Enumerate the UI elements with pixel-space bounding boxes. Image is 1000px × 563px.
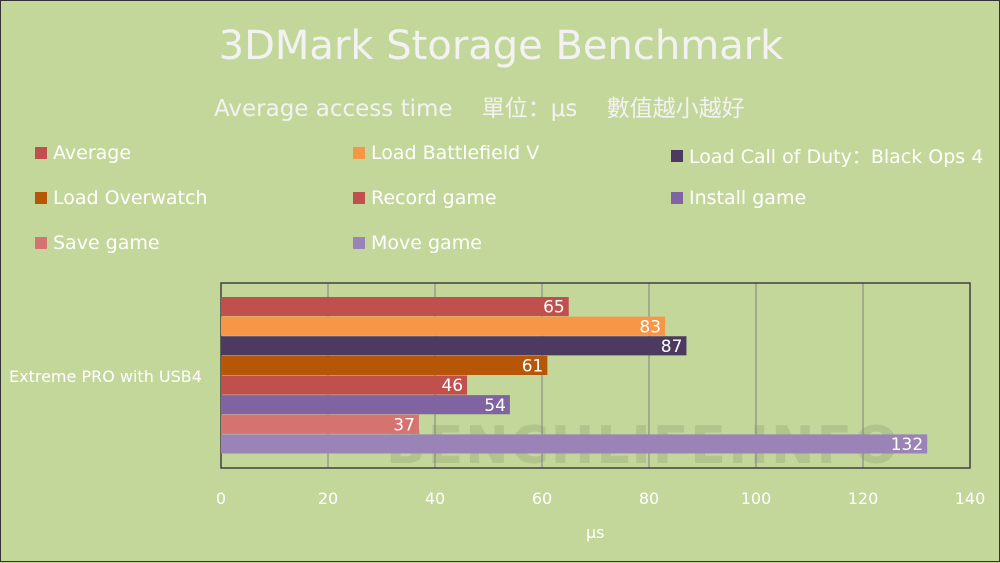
- legend-item: Record game: [353, 187, 497, 209]
- chart-title: 3DMark Storage Benchmark: [218, 23, 784, 69]
- legend-swatch: [353, 237, 365, 249]
- legend-item: Average: [35, 142, 131, 164]
- bar: [221, 395, 510, 415]
- legend-swatch: [671, 192, 683, 204]
- legend-item: Load Call of Duty：Black Ops 4: [671, 142, 983, 169]
- legend-swatch: [671, 149, 683, 162]
- x-tick-label: 80: [639, 489, 659, 508]
- x-tick-label: 60: [532, 489, 552, 508]
- legend-label: Record game: [371, 187, 497, 209]
- legend-item: Install game: [671, 187, 806, 209]
- x-tick-label: 100: [741, 489, 772, 508]
- category-label: Extreme PRO with USB4: [9, 367, 202, 386]
- legend-label: Average: [53, 142, 132, 164]
- x-tick-label: 120: [848, 489, 879, 508]
- x-tick-label: 0: [216, 489, 226, 508]
- x-axis-label: μs: [586, 523, 605, 542]
- legend-swatch: [35, 192, 47, 204]
- bar: [221, 355, 548, 375]
- legend-swatch: [353, 147, 365, 159]
- data-label: 87: [661, 337, 683, 357]
- data-label: 37: [393, 415, 415, 435]
- x-tick-label: 20: [318, 489, 338, 508]
- bar: [221, 434, 928, 454]
- data-label: 46: [441, 376, 463, 396]
- data-label: 65: [543, 298, 565, 318]
- legend-label: Save game: [53, 232, 160, 254]
- legend-item: Load Battlefield V: [353, 142, 539, 164]
- legend-swatch: [35, 237, 47, 249]
- bar: [221, 375, 468, 395]
- legend-label: Load Call of Duty：Black Ops 4: [689, 146, 984, 168]
- legend-swatch: [353, 192, 365, 204]
- legend-label: Move game: [371, 232, 482, 254]
- x-tick-label: 140: [955, 489, 986, 508]
- legend-label: Install game: [689, 187, 807, 209]
- data-label: 83: [639, 317, 661, 337]
- legend-label: Load Battlefield V: [371, 142, 540, 164]
- legend-item: Save game: [35, 232, 160, 254]
- chart-subtitle: Average access time 單位：μs 數值越小越好: [214, 96, 745, 122]
- bar: [221, 316, 666, 336]
- x-tick-label: 40: [425, 489, 445, 508]
- bar: [221, 414, 419, 434]
- legend-swatch: [35, 147, 47, 159]
- legend-item: Move game: [353, 232, 482, 254]
- data-label: 132: [891, 435, 923, 455]
- data-label: 54: [484, 396, 506, 416]
- bar: [221, 336, 687, 356]
- data-label: 61: [522, 357, 544, 377]
- bar: [221, 297, 569, 317]
- legend-item: Load Overwatch: [35, 187, 207, 209]
- legend-label: Load Overwatch: [53, 187, 208, 209]
